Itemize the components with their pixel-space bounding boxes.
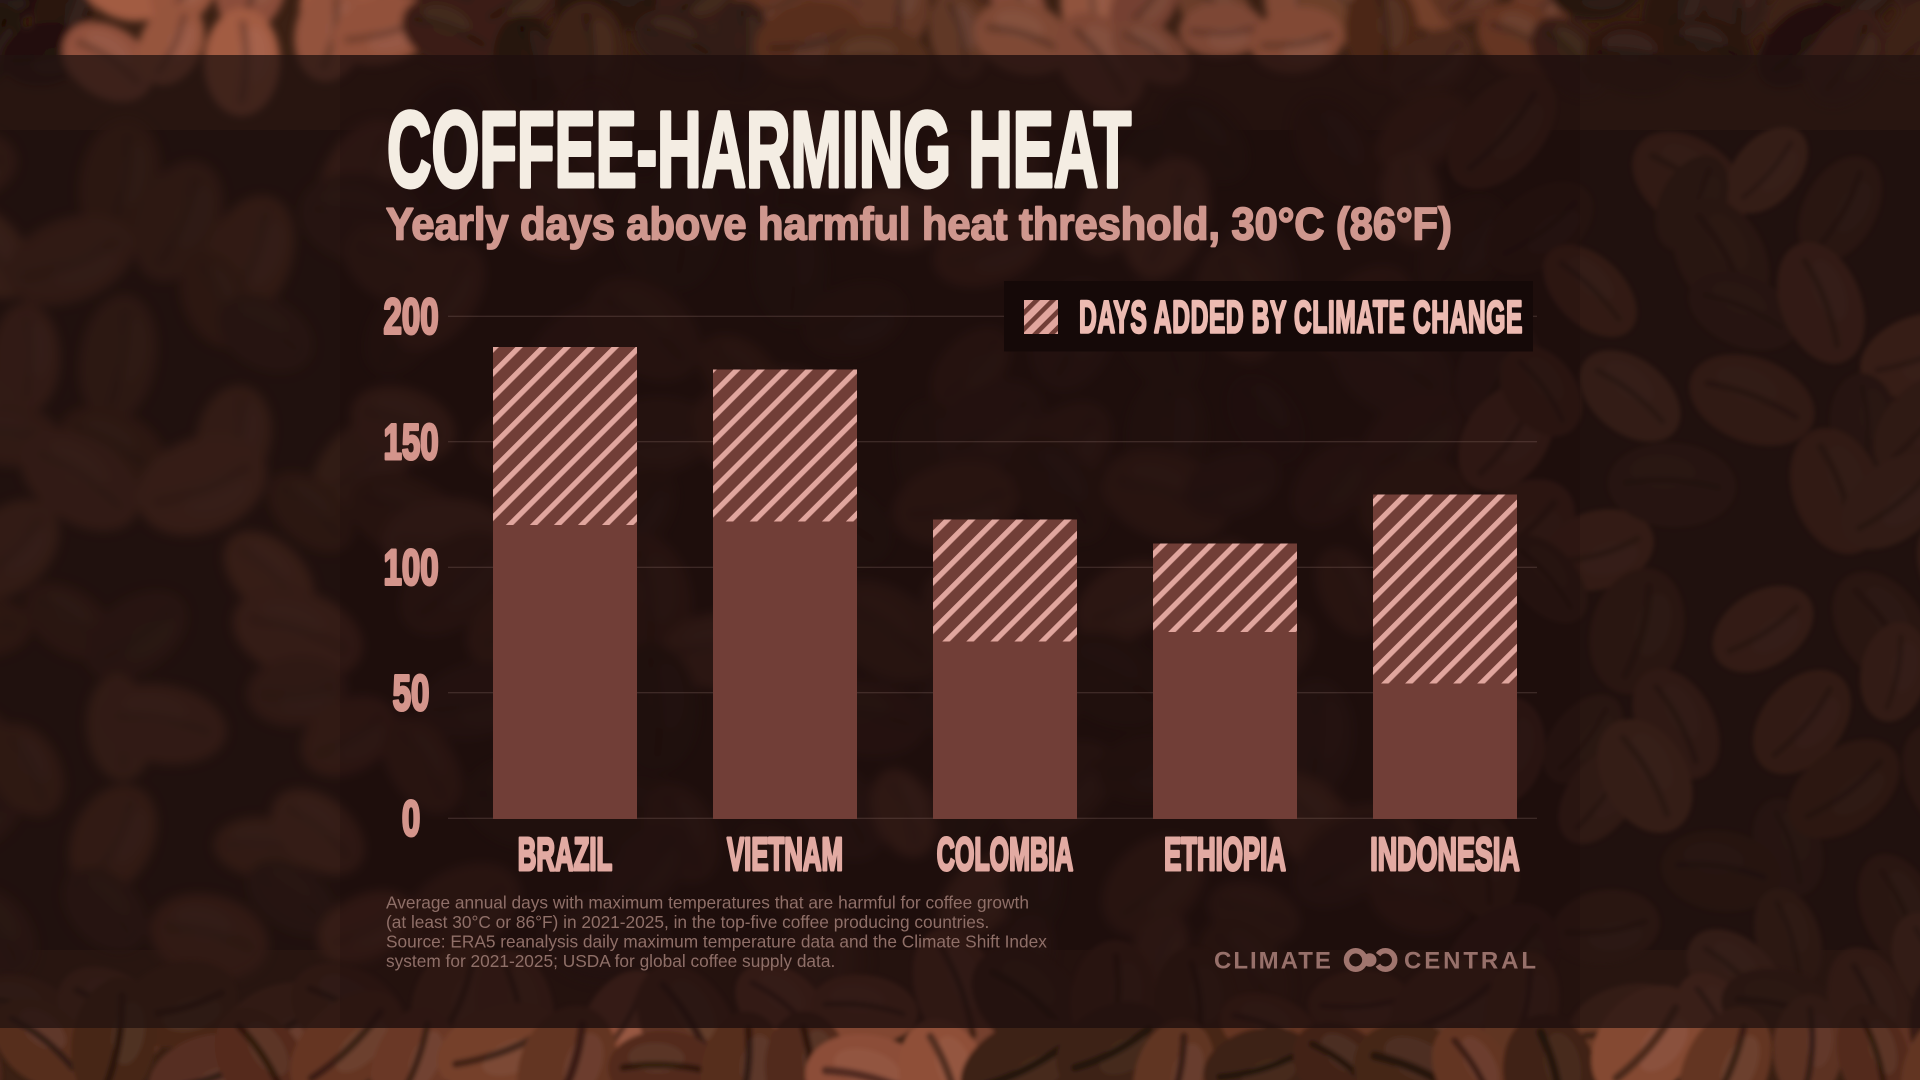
svg-text:CLIMATE: CLIMATE bbox=[1214, 948, 1333, 975]
svg-text:0: 0 bbox=[402, 791, 420, 846]
svg-text:CENTRAL: CENTRAL bbox=[1404, 948, 1539, 975]
svg-text:BRAZIL: BRAZIL bbox=[518, 828, 613, 880]
svg-text:ETHIOPIA: ETHIOPIA bbox=[1164, 828, 1286, 880]
svg-text:Yearly days above harmful heat: Yearly days above harmful heat threshold… bbox=[386, 200, 1452, 250]
svg-text:Average annual days with maxim: Average annual days with maximum tempera… bbox=[386, 893, 1029, 913]
svg-text:DAYS ADDED BY CLIMATE CHANGE: DAYS ADDED BY CLIMATE CHANGE bbox=[1079, 292, 1523, 343]
svg-text:(at least 30°C or 86°F) in 202: (at least 30°C or 86°F) in 2021-2025, in… bbox=[386, 912, 989, 932]
svg-text:150: 150 bbox=[383, 414, 438, 469]
svg-text:200: 200 bbox=[383, 289, 438, 344]
svg-text:VIETNAM: VIETNAM bbox=[727, 828, 843, 880]
svg-text:50: 50 bbox=[393, 665, 430, 720]
svg-text:INDONESIA: INDONESIA bbox=[1370, 828, 1519, 879]
svg-text:COFFEE-HARMING HEAT: COFFEE-HARMING HEAT bbox=[387, 88, 1131, 210]
svg-text:100: 100 bbox=[383, 540, 438, 595]
svg-text:COLOMBIA: COLOMBIA bbox=[937, 828, 1073, 880]
svg-text:Source: ERA5 reanalysis daily: Source: ERA5 reanalysis daily maximum te… bbox=[386, 932, 1047, 952]
svg-text:system for 2021-2025; USDA for: system for 2021-2025; USDA for global co… bbox=[386, 951, 835, 971]
